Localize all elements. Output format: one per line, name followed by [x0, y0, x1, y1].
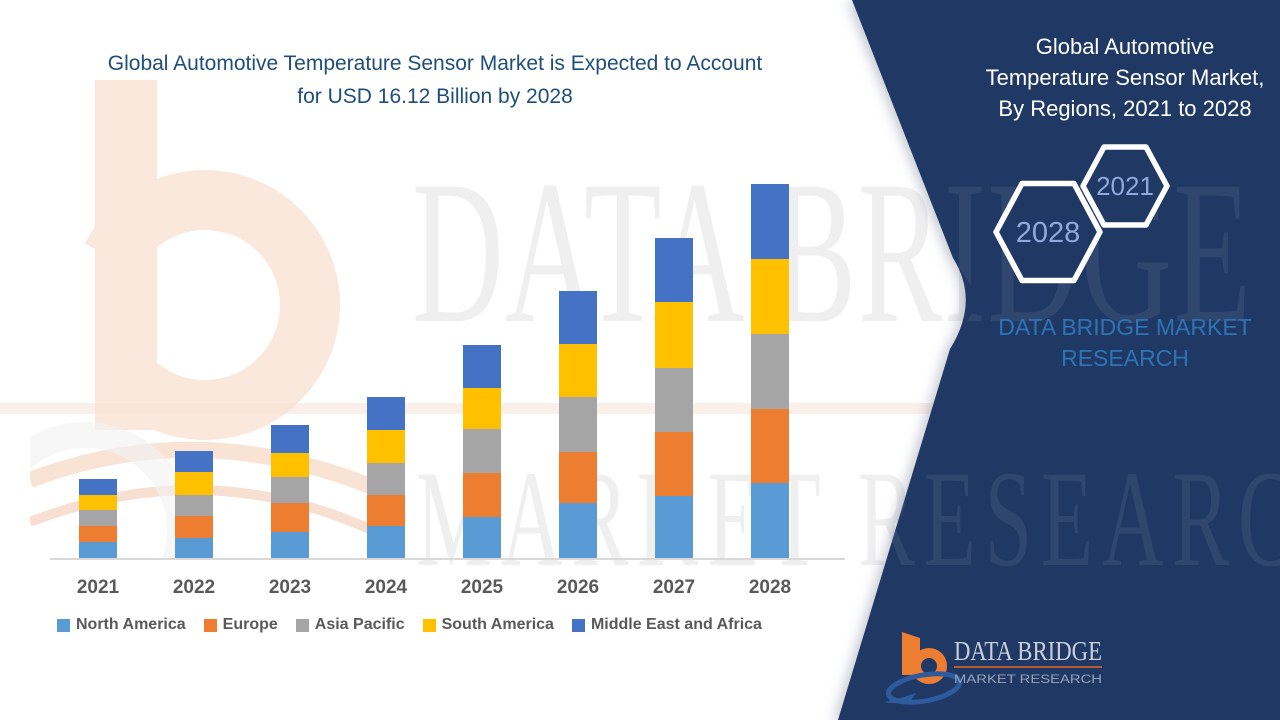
plot-area [79, 184, 789, 559]
bar-segment-asia-pacific [655, 368, 693, 432]
legend-label: South America [441, 616, 554, 633]
bar-segment-asia-pacific [79, 510, 117, 526]
bar-segment-europe [367, 495, 405, 526]
bar-segment-north-america [79, 542, 117, 559]
hexagon-2021-label: 2021 [1096, 171, 1154, 201]
bar-2027 [655, 238, 693, 559]
bar-segment-asia-pacific [559, 397, 597, 452]
brand-b-icon [884, 632, 963, 705]
legend-item-europe: Europe [203, 616, 278, 634]
x-axis-label-2021: 2021 [76, 577, 120, 598]
legend-label: Middle East and Africa [590, 616, 762, 633]
x-axis-line [50, 558, 845, 560]
bar-segment-south-america [655, 302, 693, 368]
bar-segment-middle-east-and-africa [271, 425, 309, 453]
bar-segment-europe [463, 473, 501, 517]
bar-segment-middle-east-and-africa [559, 291, 597, 344]
bar-segment-asia-pacific [175, 495, 213, 516]
legend: North America Europe Asia Pacific South Ame… [57, 616, 762, 634]
legend-label: Asia Pacific [314, 616, 405, 633]
legend-swatch [422, 618, 436, 632]
legend-item-north-america: North America [57, 616, 186, 634]
chart-title: Global Automotive Temperature Sensor Mar… [107, 52, 763, 108]
bar-segment-middle-east-and-africa [367, 397, 405, 430]
bar-segment-middle-east-and-africa [79, 479, 117, 495]
bar-2026 [559, 291, 597, 559]
x-axis-label-2027: 2027 [652, 577, 696, 598]
legend-label: Europe [222, 616, 278, 633]
x-axis-labels: 2021 2022 2023 2024 2025 2026 2027 2028 [0, 577, 870, 601]
panel-title: Global Automotive Temperature Sensor Mar… [985, 34, 1265, 121]
bar-segment-asia-pacific [463, 429, 501, 473]
bar-segment-south-america [463, 388, 501, 429]
legend-label: North America [76, 616, 186, 633]
brand-logo: DATA BRIDGE MARKET RESEARCH [884, 632, 1102, 705]
x-axis-label-2025: 2025 [460, 577, 504, 598]
bar-segment-south-america [559, 344, 597, 397]
logo-sub-text: MARKET RESEARCH [954, 674, 1102, 686]
brand-caption: DATA BRIDGE MARKET RESEARCH [998, 314, 1252, 371]
x-axis-label-2023: 2023 [268, 577, 312, 598]
bar-segment-north-america [367, 526, 405, 559]
logo-brand-text: DATA BRIDGE [954, 636, 1102, 666]
bar-2023 [271, 425, 309, 559]
bar-segment-north-america [559, 503, 597, 559]
legend-swatch [57, 618, 70, 632]
bar-segment-europe [751, 409, 789, 483]
bar-segment-north-america [655, 496, 693, 559]
bar-segment-north-america [463, 517, 501, 559]
bar-segment-asia-pacific [271, 477, 309, 503]
bar-segment-europe [79, 526, 117, 542]
bar-segment-middle-east-and-africa [751, 184, 789, 259]
legend-swatch [295, 618, 309, 632]
bar-2024 [367, 397, 405, 559]
bar-segment-middle-east-and-africa [463, 345, 501, 388]
bar-segment-south-america [271, 453, 309, 477]
x-axis-label-2024: 2024 [364, 577, 408, 598]
legend-swatch [203, 618, 217, 632]
bar-segment-europe [175, 516, 213, 538]
bar-2025 [463, 345, 501, 559]
x-axis-label-2028: 2028 [748, 577, 792, 598]
legend-item-middle-east-and-africa: Middle East and Africa [571, 616, 762, 634]
bar-segment-south-america [367, 430, 405, 463]
bar-segment-asia-pacific [751, 334, 789, 409]
bar-segment-europe [271, 503, 309, 532]
legend-item-asia-pacific: Asia Pacific [295, 616, 405, 634]
bar-2022 [175, 451, 213, 559]
bar-segment-south-america [79, 495, 117, 510]
bar-segment-north-america [175, 538, 213, 559]
bar-segment-middle-east-and-africa [175, 451, 213, 472]
hexagon-2021: 2021 [1080, 144, 1170, 228]
bar-segment-north-america [271, 532, 309, 559]
bar-segment-south-america [175, 472, 213, 495]
bar-segment-asia-pacific [367, 463, 405, 495]
bar-segment-europe [655, 432, 693, 496]
bar-2028 [751, 184, 789, 559]
bar-segment-north-america [751, 483, 789, 559]
hexagon-2028: 2028 [993, 180, 1103, 284]
x-axis-label-2026: 2026 [556, 577, 600, 598]
legend-swatch [571, 618, 585, 632]
bar-segment-south-america [751, 259, 789, 334]
legend-item-south-america: South America [422, 616, 554, 634]
bar-segment-middle-east-and-africa [655, 238, 693, 302]
hexagon-2028-label: 2028 [1016, 217, 1081, 249]
watermark-band [0, 403, 1035, 414]
bar-2021 [79, 479, 117, 559]
x-axis-label-2022: 2022 [172, 577, 216, 598]
bar-segment-europe [559, 452, 597, 503]
